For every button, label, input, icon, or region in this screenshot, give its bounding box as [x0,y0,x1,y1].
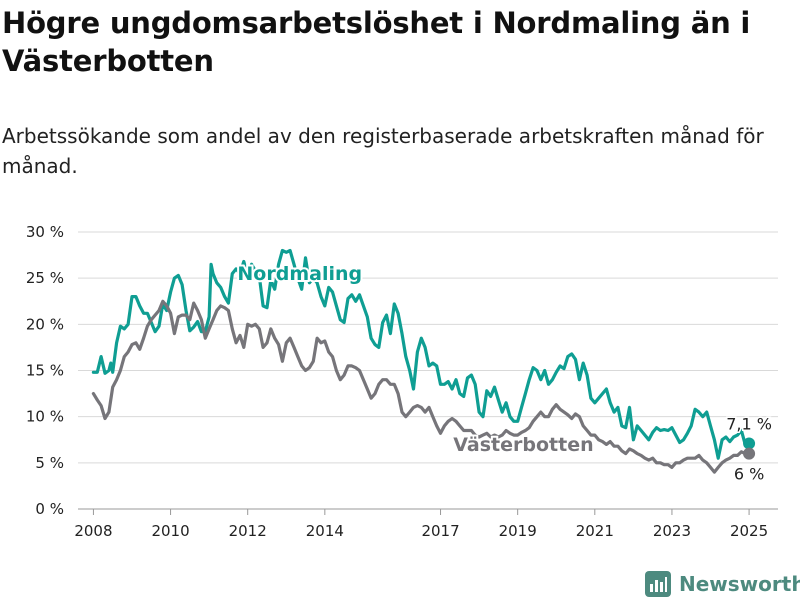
newsworthy-brand: Newsworthy [645,568,800,600]
series-name-label: Västerbotten [453,434,593,456]
series-line-0 [91,248,751,460]
series-labels: Nordmaling Västerbotten 7,1 % 6 % [235,261,773,485]
y-tick-label: 5 % [35,454,64,472]
chart-title: Högre ungdomsarbetslöshet i Nordmaling ä… [2,6,751,78]
series-end-marker-0 [743,437,756,450]
x-tick-label: 2012 [229,522,267,540]
bar-chart-logo-icon [645,571,671,597]
y-tick-label: 0 % [35,500,64,518]
x-tick-label: 2021 [576,522,614,540]
y-tick-label: 30 % [26,223,64,241]
chart-subtitle: Arbetssökande som andel av den registerb… [2,124,764,178]
x-tick-label: 2014 [306,522,344,540]
series-end-value-label: 7,1 % [726,414,772,433]
series-name-label: Nordmaling [237,263,362,285]
x-axis-ticks: 2008 2010 2012 2014 2017 2019 2021 2023 2025 [74,509,768,540]
x-tick-label: 2019 [499,522,537,540]
y-tick-label: 15 % [26,362,64,380]
x-tick-label: 2017 [421,522,459,540]
x-tick-label: 2008 [74,522,112,540]
series-end-marker-1 [743,447,756,460]
x-tick-label: 2025 [730,522,768,540]
series-end-value-label: 6 % [734,465,764,484]
x-tick-label: 2010 [151,522,189,540]
y-tick-label: 20 % [26,315,64,333]
y-axis-ticks: 0 % 5 % 10 % 15 % 20 % 25 % 30 % [26,223,64,518]
brand-name: Newsworthy [679,572,800,596]
y-tick-label: 25 % [26,269,64,287]
line-chart: 0 %5 %10 %15 %20 %25 %30 % 2008 2010 2012 2… [26,223,778,540]
series-line-1 [91,299,751,474]
series-lines [91,248,756,474]
x-tick-label: 2023 [653,522,691,540]
y-tick-label: 10 % [26,408,64,426]
